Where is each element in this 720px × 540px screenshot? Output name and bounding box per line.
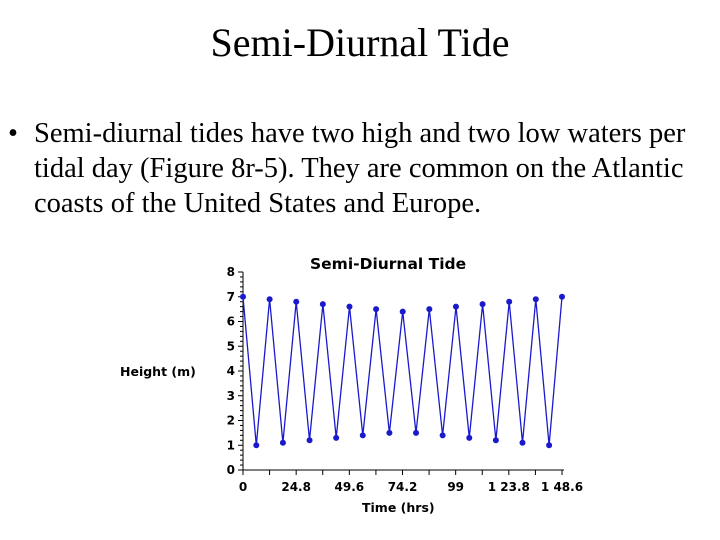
data-point: [266, 296, 273, 303]
x-tick-label: 24.8: [281, 480, 311, 494]
y-tick-label: 2: [227, 414, 235, 428]
y-tick-label: 6: [227, 315, 235, 329]
y-tick-label: 8: [227, 265, 235, 279]
data-point: [319, 301, 326, 308]
x-axis-label: Time (hrs): [362, 500, 435, 515]
y-axis-label: Height (m): [120, 364, 196, 379]
data-point: [293, 298, 300, 305]
data-point: [479, 301, 486, 308]
x-tick-label: 74.2: [388, 480, 418, 494]
data-point: [279, 439, 286, 446]
data-point: [439, 432, 446, 439]
y-tick-label: 4: [227, 364, 235, 378]
data-point: [333, 434, 340, 441]
bullet-text: Semi-diurnal tides have two high and two…: [34, 118, 686, 219]
bullet-icon: •: [8, 118, 18, 149]
x-tick-label: 1 23.8: [488, 480, 530, 494]
y-tick-label: 0: [227, 463, 235, 477]
data-point: [359, 432, 366, 439]
data-point: [426, 306, 433, 313]
data-point: [346, 303, 353, 310]
data-point: [399, 308, 406, 315]
data-point: [253, 442, 260, 449]
data-point: [492, 437, 499, 444]
data-point: [240, 293, 246, 300]
x-tick-label: 49.6: [335, 480, 365, 494]
data-point: [413, 429, 420, 436]
data-point: [452, 303, 459, 310]
data-point: [466, 434, 473, 441]
data-point: [519, 439, 526, 446]
y-tick-label: 7: [227, 290, 235, 304]
y-tick-label: 5: [227, 339, 235, 353]
tide-line: [242, 296, 563, 446]
data-point: [386, 429, 393, 436]
data-point: [546, 442, 553, 449]
data-point: [532, 296, 539, 303]
data-point: [373, 306, 380, 313]
slide-title: Semi-Diurnal Tide: [210, 20, 510, 65]
data-point: [506, 298, 513, 305]
data-point: [559, 293, 565, 300]
x-tick-label: 1 48.6: [541, 480, 583, 494]
x-tick-label: 99: [447, 480, 464, 494]
data-point: [306, 437, 313, 444]
y-tick-label: 3: [227, 389, 235, 403]
x-tick-label: 0: [239, 480, 247, 494]
y-tick-label: 1: [227, 438, 235, 452]
bullet-item: • Semi-diurnal tides have two high and t…: [8, 116, 720, 221]
chart-title: Semi-Diurnal Tide: [310, 255, 467, 273]
